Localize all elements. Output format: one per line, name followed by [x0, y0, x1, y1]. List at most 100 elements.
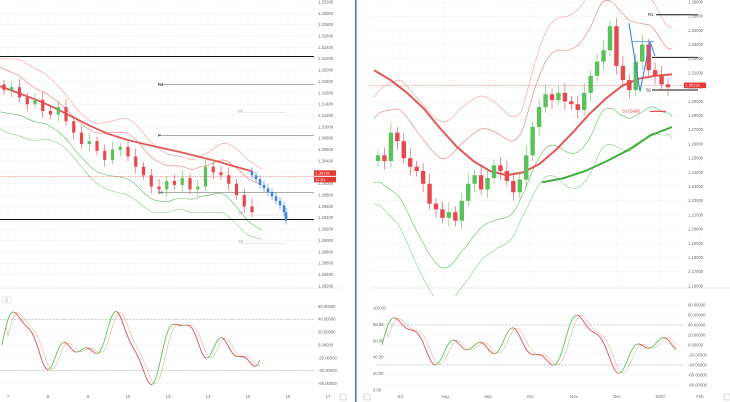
osc-right-axis-tick: 40.00000: [688, 322, 706, 327]
oscillator-segment: [187, 324, 191, 327]
candle-body: [607, 26, 613, 51]
oscillator-segment: [631, 346, 635, 351]
oscillator-segment: [591, 330, 594, 333]
candle-body: [87, 141, 91, 144]
price-axis-tick: 1.33000: [318, 11, 334, 16]
osc-axis-tick: 0.00000: [318, 342, 334, 347]
oscillator-segment: [586, 326, 590, 330]
time-axis-tick: 14: [206, 394, 211, 399]
oscillator-segment: [51, 360, 55, 366]
oscillator-segment: [67, 344, 71, 348]
oscillator-segment: [673, 346, 677, 350]
oscillator-segment: [667, 339, 670, 343]
oscillator-segment: [117, 312, 121, 317]
right-axis-settings-icon[interactable]: [363, 393, 730, 401]
left-axis-settings-icon[interactable]: [339, 393, 347, 401]
oscillator-segment: [402, 325, 406, 328]
right-price-pane[interactable]: R1PS1S2 (Daily): [370, 0, 701, 306]
oscillator-segment: [661, 337, 664, 339]
oscillator-segment: [125, 331, 129, 338]
price-axis-tick: 1.31800: [318, 79, 334, 84]
oscillator-segment: [43, 365, 47, 369]
right-oscillator-pane[interactable]: [370, 296, 684, 392]
oscillator-segment: [147, 381, 151, 385]
right-time-axis: Jul Aug Sep Oct Nov Dec 2020 Feb: [397, 394, 704, 399]
osc-axis-tick: -20.00000: [318, 355, 338, 360]
oscillator-segment: [624, 360, 628, 366]
oscillator-segment: [516, 331, 520, 337]
left-price-pane[interactable]: R1 P S1 R2 S2 S3: [0, 0, 329, 288]
oscillator-segment: [231, 352, 235, 356]
oscillator-segment: [525, 348, 529, 352]
left-oscillator-axis: 60.00000 40.00000 20.00000 0.00000 -20.00000…: [318, 304, 338, 386]
oscillator-segment: [565, 330, 569, 338]
left-price-axis: 1.33200 1.33000 1.32800 1.32600 1.32400 1.322…: [314, 0, 336, 288]
candle-body: [126, 146, 130, 157]
candle-body: [242, 195, 246, 207]
oscillator-segment: [578, 315, 582, 319]
candle-body: [498, 165, 503, 171]
candle-body: [118, 146, 122, 150]
price-axis-tick: 1.33200: [318, 0, 334, 4]
oscillator-segment: [385, 324, 389, 331]
time-tag: 11:51: [316, 177, 326, 182]
osc-left-axis-tick: 0.00: [373, 387, 382, 392]
oscillator-segment: [157, 362, 161, 371]
candle-body: [172, 180, 177, 185]
time-axis-tick: Nov: [570, 394, 578, 399]
oscillator-segment: [635, 343, 639, 346]
oscillator-segment: [113, 310, 117, 313]
left-oscillator-pane[interactable]: [0, 296, 314, 392]
oscillator-segment: [629, 350, 632, 356]
oscillator-segment: [489, 350, 493, 354]
oscillator-segment: [396, 318, 400, 322]
oscillator-segment: [193, 331, 197, 337]
oscillator-segment: [462, 347, 465, 350]
panel-splitter[interactable]: [355, 0, 357, 402]
oscillator-segment: [641, 344, 645, 348]
price-axis-tick: 1.32400: [318, 45, 334, 50]
oscillator-segment: [9, 311, 13, 315]
oscillator-segment: [588, 328, 592, 332]
time-axis-tick: Dec: [613, 394, 620, 399]
oscillator-segment: [63, 341, 67, 344]
candle-body: [95, 141, 99, 151]
candle-body: [250, 206, 254, 213]
candle-body: [219, 172, 223, 176]
left-time-axis: 7 8 9 10 13 14 15 16 17: [7, 394, 331, 399]
oscillator-signal: [1, 311, 261, 384]
price-axis-tick: 1.20000: [688, 227, 704, 232]
time-axis-tick: 10: [126, 394, 131, 399]
oscillator-segment: [519, 335, 523, 341]
time-tag-bg: [314, 176, 336, 183]
ema-green: [541, 126, 673, 184]
oscillator-signal: [381, 315, 677, 374]
price-axis-tick: 1.28400: [318, 272, 334, 277]
oscillator-pane-label[interactable]: 2: [1, 296, 12, 304]
oscillator-segment: [229, 349, 233, 353]
oscillator-segment: [119, 315, 123, 321]
oscillator-segment: [381, 337, 385, 346]
candle-body: [188, 178, 192, 190]
time-axis-tick: 9: [87, 394, 90, 399]
oscillator-segment: [500, 343, 503, 348]
oscillator-segment: [665, 337, 668, 340]
oscillator-segment: [13, 311, 17, 314]
oscillator-segment: [81, 348, 85, 350]
oscillator-segment: [546, 360, 550, 363]
candle-body: [180, 178, 184, 185]
oscillator-segment: [430, 360, 434, 364]
time-axis-tick: 8: [47, 394, 50, 399]
oscillator-segment: [571, 315, 575, 320]
oscillator-segment: [225, 341, 229, 346]
osc-right-axis-tick: 0.00000: [688, 342, 704, 347]
oscillator-segment: [599, 336, 603, 341]
osc-axis-tick: 60.00000: [318, 304, 336, 309]
price-axis-tick: 1.36000: [688, 0, 704, 4]
oscillator-segment: [394, 317, 398, 320]
oscillator-segment: [457, 342, 461, 346]
oscillator-segment: [612, 365, 616, 371]
lower-band-outer: [0, 128, 263, 240]
midline: [373, 54, 673, 214]
